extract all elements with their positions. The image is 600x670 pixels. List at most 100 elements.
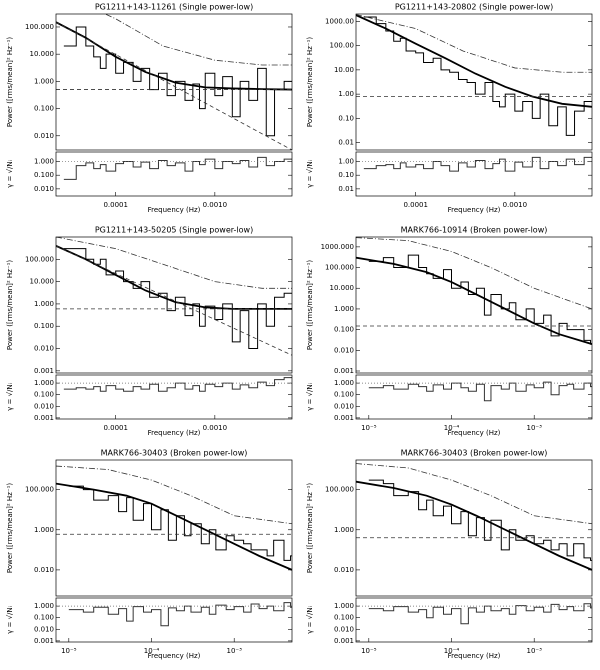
x-axis-label: Frequency (Hz) xyxy=(148,652,201,660)
y-tick-label: 10.000 xyxy=(30,278,55,286)
x-tick-label: 10⁻⁵ xyxy=(361,647,377,655)
y-tick-label: 1.000 xyxy=(34,379,54,387)
series-line xyxy=(56,245,292,310)
y-tick-label: 0.100 xyxy=(34,391,54,399)
series-line xyxy=(63,377,292,392)
y-tick-label: 1.000 xyxy=(334,526,354,534)
y-tick-label: 0.100 xyxy=(334,391,354,399)
y-tick-label: 0.001 xyxy=(34,414,54,422)
x-tick-label: 10⁻³ xyxy=(526,647,542,655)
y-tick-label: 0.010 xyxy=(34,132,54,140)
y-tick-label: 1.000 xyxy=(334,305,354,313)
series-line xyxy=(356,480,592,571)
y-axis-label: γ = √/Nᵢ xyxy=(6,383,14,411)
plot-frame xyxy=(355,13,593,151)
x-tick-label: 10⁻⁴ xyxy=(444,424,460,432)
x-axis-label: Frequency (Hz) xyxy=(148,429,201,437)
y-tick-label: 100.00 xyxy=(330,42,355,50)
y-tick-label: 0.100 xyxy=(34,614,54,622)
y-tick-label: 0.01 xyxy=(338,139,354,147)
chart-title: PG1211+143-50205 (Single power-low) xyxy=(95,226,253,235)
y-tick-label: 0.010 xyxy=(334,346,354,354)
series-line xyxy=(56,21,292,91)
series-line xyxy=(356,14,592,73)
series-line xyxy=(63,156,292,180)
y-tick-label: 0.001 xyxy=(334,414,354,422)
y-tick-label: 0.010 xyxy=(34,566,54,574)
y-tick-label: 0.100 xyxy=(34,322,54,330)
series-line xyxy=(368,381,592,402)
plot-frame xyxy=(355,459,593,597)
y-tick-label: 0.010 xyxy=(34,625,54,633)
y-tick-label: 1.00 xyxy=(338,90,354,98)
y-axis-label: Power ([rms/mean]² Hz⁻¹) xyxy=(306,260,314,350)
series-line xyxy=(368,479,592,561)
y-tick-label: 1000.00 xyxy=(325,17,354,25)
series-line xyxy=(68,485,292,561)
y-tick-label: 1.000 xyxy=(34,300,54,308)
ratio-panel: γ = √/Nᵢ Frequency (Hz) 0.001 0.010 0.100 1.0… xyxy=(6,597,293,660)
y-tick-label: 1.000 xyxy=(34,602,54,610)
y-tick-label: 100.000 xyxy=(25,23,54,31)
y-axis-label: Power ([rms/mean]² Hz⁻¹) xyxy=(306,37,314,127)
y-tick-label: 0.010 xyxy=(34,345,54,353)
series-line xyxy=(63,248,292,350)
y-tick-label: 0.010 xyxy=(334,566,354,574)
series-line xyxy=(56,21,292,150)
y-tick-label: 0.100 xyxy=(334,614,354,622)
ratio-panel: γ = √/Nᵢ Frequency (Hz) 0.010 0.100 1.000 0.0… xyxy=(6,151,293,214)
y-tick-label: 0.100 xyxy=(34,171,54,179)
plot-frame xyxy=(55,597,293,643)
plot-frame xyxy=(55,459,293,597)
power-panel: PG1211+143-11261 (Single power-low) Power… xyxy=(6,3,293,151)
y-tick-label: 1000.000 xyxy=(321,243,354,251)
y-tick-label: 0.001 xyxy=(34,637,54,645)
power-panel: MARK766-10914 (Broken power-low) Power ([… xyxy=(306,226,593,375)
y-tick-label: 1.000 xyxy=(34,77,54,85)
power-panel: PG1211+143-20802 (Single power-low) Power… xyxy=(306,3,593,151)
y-axis-label: γ = √/Nᵢ xyxy=(306,160,314,188)
x-tick-label: 10⁻³ xyxy=(226,647,242,655)
x-tick-label: 10⁻⁵ xyxy=(61,647,77,655)
y-tick-label: 0.010 xyxy=(34,402,54,410)
series-line xyxy=(63,26,292,137)
y-tick-label: 0.001 xyxy=(334,367,354,375)
y-axis-label: Power ([rms/mean]² Hz⁻¹) xyxy=(306,483,314,573)
y-tick-label: 1.000 xyxy=(334,379,354,387)
y-axis-label: Power ([rms/mean]² Hz⁻¹) xyxy=(6,483,14,573)
y-tick-label: 0.10 xyxy=(338,171,354,179)
x-tick-label: 10⁻⁴ xyxy=(444,647,460,655)
series-line xyxy=(356,237,592,310)
series-line xyxy=(363,156,592,172)
x-axis-label: Frequency (Hz) xyxy=(448,652,501,660)
y-tick-label: 10.000 xyxy=(30,50,55,58)
power-panel: MARK766-30403 (Broken power-low) Power ([… xyxy=(306,449,593,597)
plot-frame xyxy=(55,374,293,420)
y-tick-label: 1.000 xyxy=(34,526,54,534)
x-tick-label: 0.0010 xyxy=(203,424,228,432)
x-tick-label: 0.0001 xyxy=(103,201,128,209)
series-line xyxy=(56,465,292,525)
y-axis-label: Power ([rms/mean]² Hz⁻¹) xyxy=(6,260,14,350)
series-line xyxy=(56,245,292,356)
x-tick-label: 0.0001 xyxy=(103,424,128,432)
x-tick-label: 0.0010 xyxy=(503,201,528,209)
ratio-panel: γ = √/Nᵢ Frequency (Hz) 0.01 0.10 1.00 0.0001… xyxy=(306,151,593,214)
ratio-panel: γ = √/Nᵢ Frequency (Hz) 0.001 0.010 0.100 1.0… xyxy=(306,597,593,660)
x-tick-label: 10⁻⁵ xyxy=(361,424,377,432)
y-axis-label: γ = √/Nᵢ xyxy=(306,606,314,634)
y-tick-label: 100.000 xyxy=(25,486,54,494)
series-line xyxy=(356,463,592,525)
plot-frame xyxy=(355,236,593,374)
series-line xyxy=(68,602,292,627)
y-tick-label: 1.000 xyxy=(334,602,354,610)
plot-frame xyxy=(55,151,293,197)
series-line xyxy=(356,256,592,345)
series-line xyxy=(104,14,292,66)
y-tick-label: 0.100 xyxy=(34,105,54,113)
x-axis-label: Frequency (Hz) xyxy=(448,429,501,437)
x-tick-label: 10⁻⁴ xyxy=(144,647,160,655)
chart-title: PG1211+143-11261 (Single power-low) xyxy=(95,3,253,12)
